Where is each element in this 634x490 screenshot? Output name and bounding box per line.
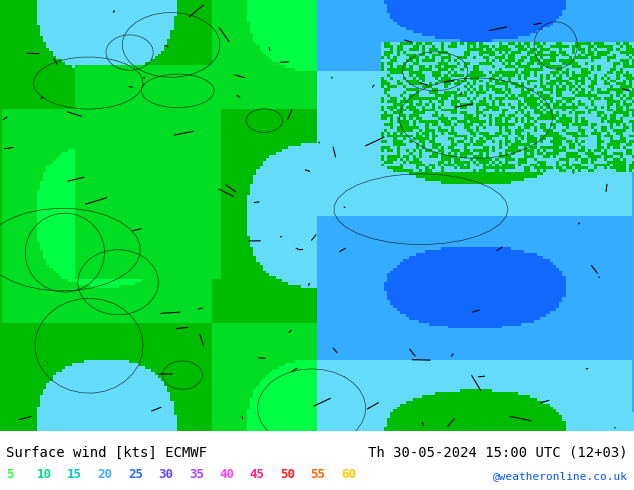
Text: 40: 40 (219, 468, 235, 481)
Text: 45: 45 (250, 468, 265, 481)
Text: 35: 35 (189, 468, 204, 481)
Text: @weatheronline.co.uk: @weatheronline.co.uk (493, 471, 628, 481)
Text: 55: 55 (311, 468, 326, 481)
Text: 10: 10 (37, 468, 52, 481)
Text: 5: 5 (6, 468, 14, 481)
Text: 20: 20 (98, 468, 113, 481)
Text: 25: 25 (128, 468, 143, 481)
Text: Surface wind [kts] ECMWF: Surface wind [kts] ECMWF (6, 446, 207, 460)
Text: 30: 30 (158, 468, 174, 481)
Text: 60: 60 (341, 468, 356, 481)
Text: Th 30-05-2024 15:00 UTC (12+03): Th 30-05-2024 15:00 UTC (12+03) (368, 446, 628, 460)
Text: 50: 50 (280, 468, 295, 481)
Text: 15: 15 (67, 468, 82, 481)
